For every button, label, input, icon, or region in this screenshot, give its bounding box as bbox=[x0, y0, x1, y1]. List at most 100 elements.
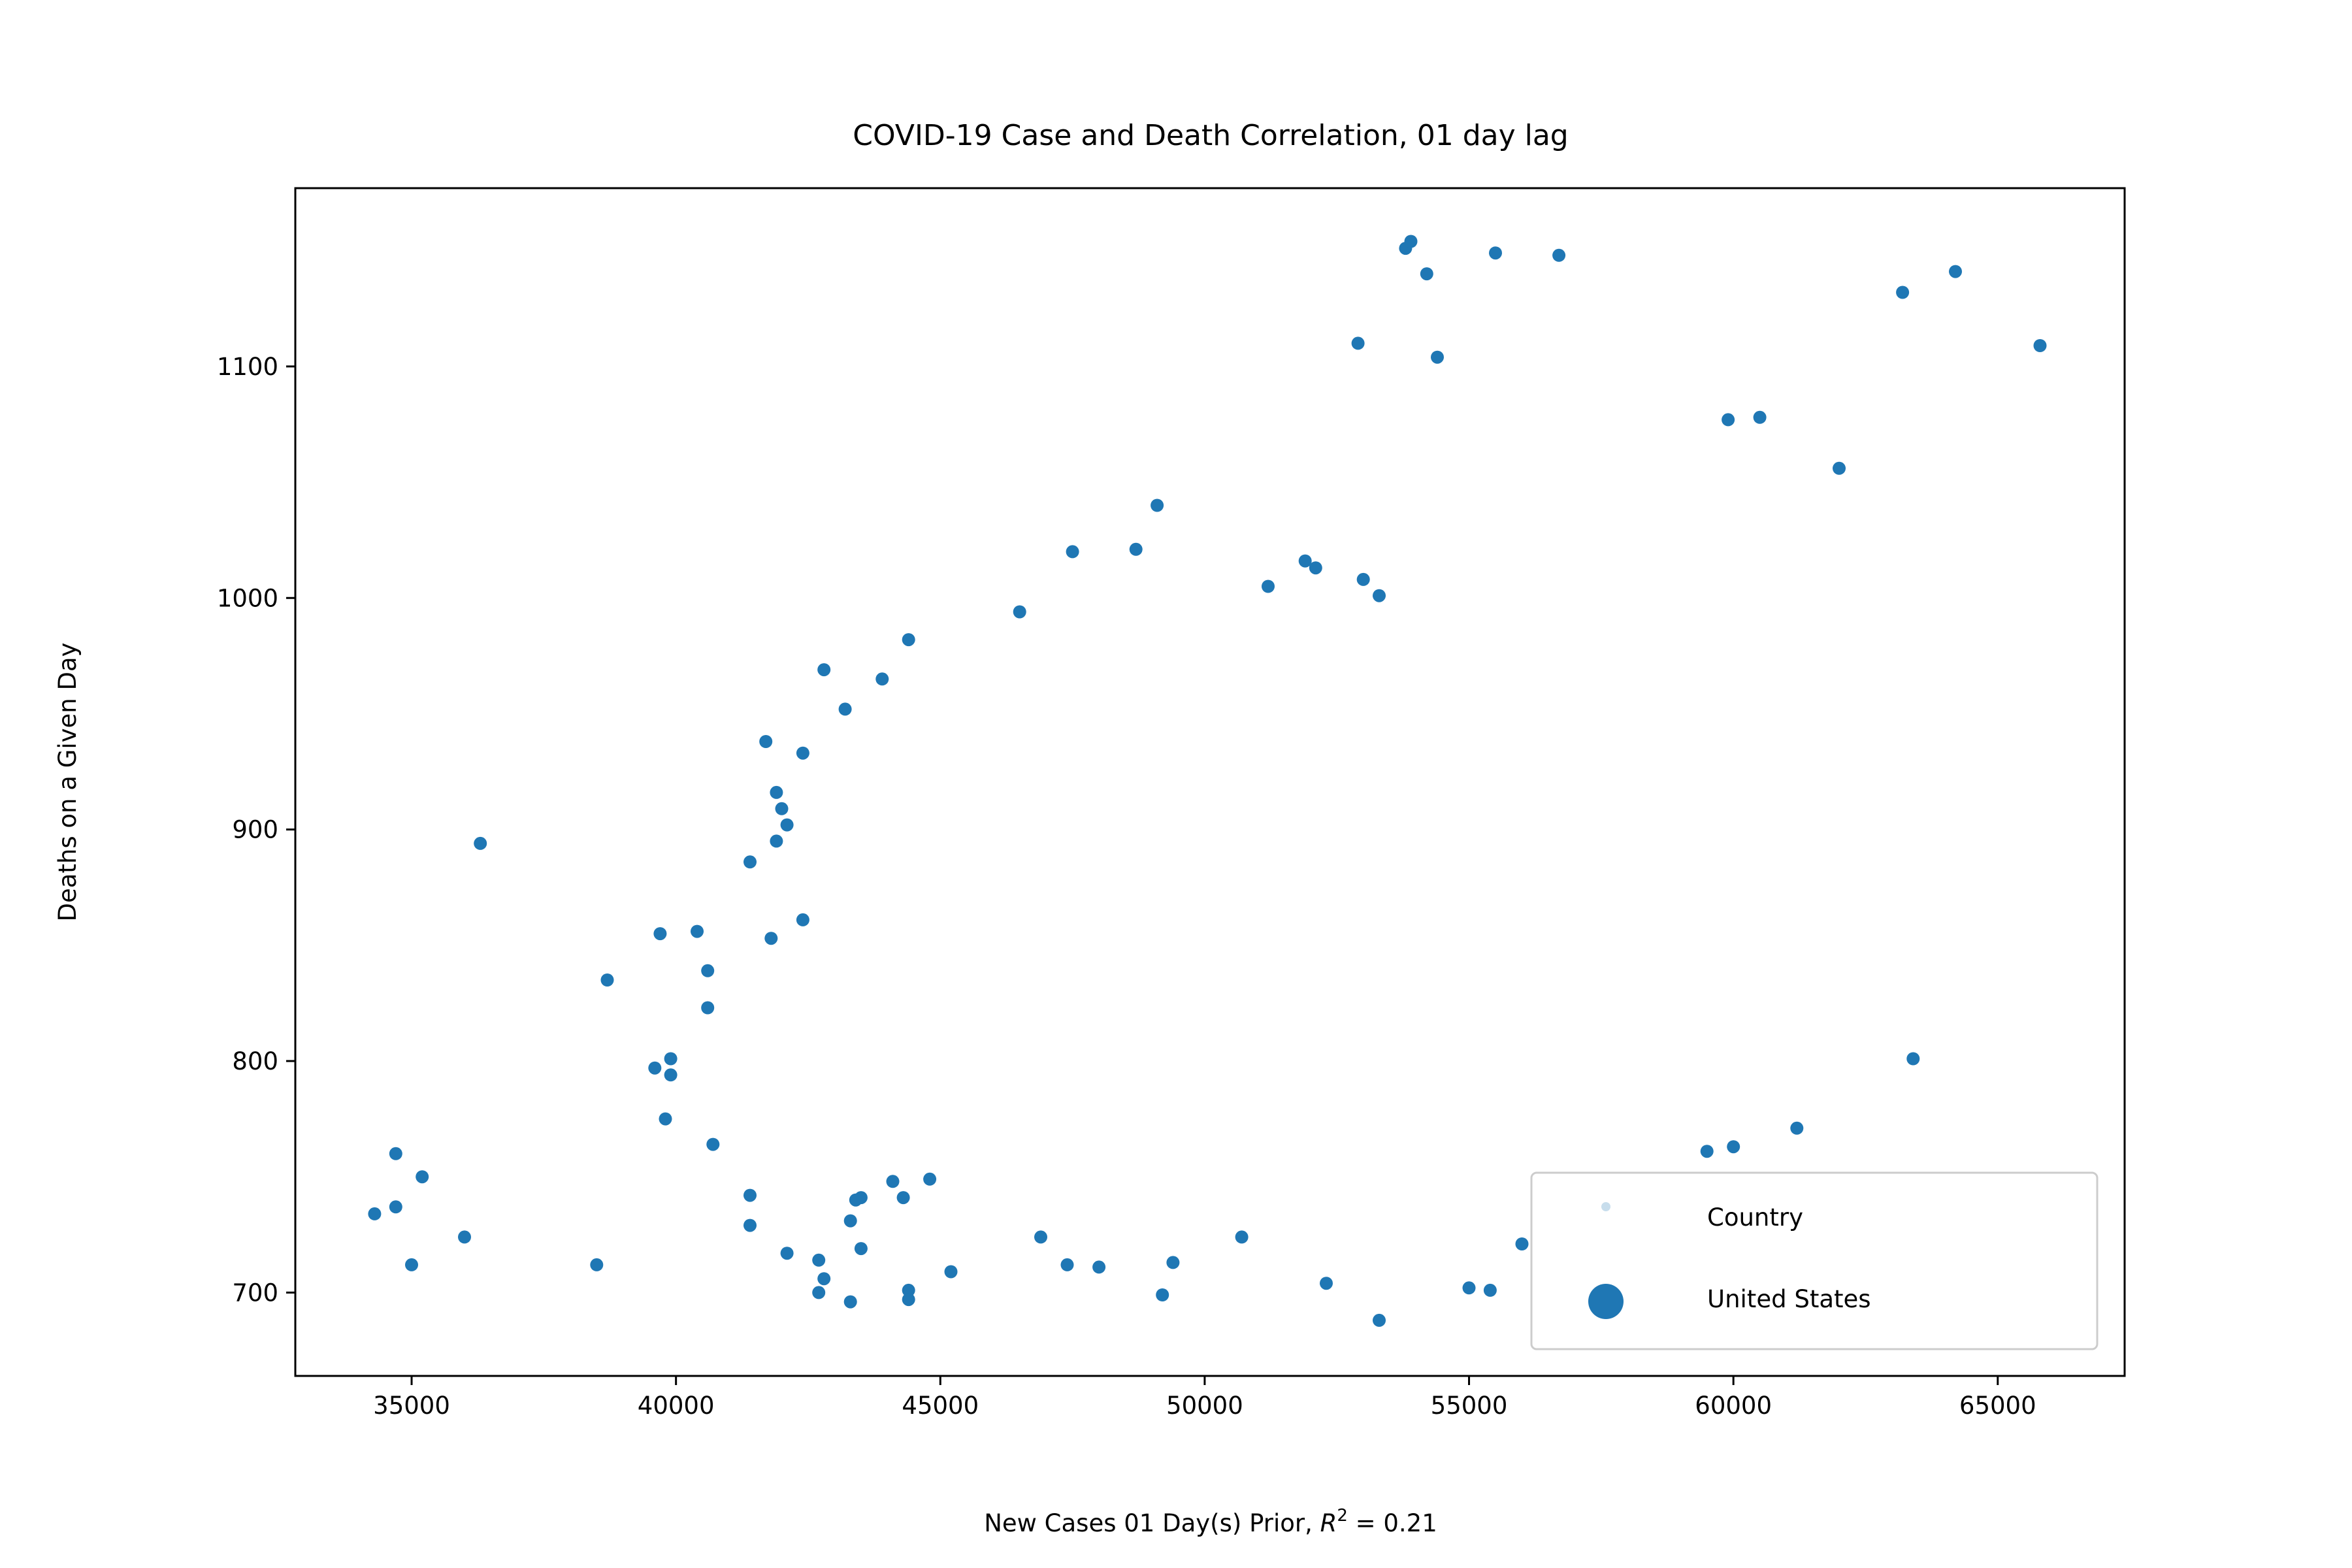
data-point bbox=[1060, 1258, 1074, 1271]
data-point bbox=[1129, 542, 1143, 556]
data-point bbox=[648, 1061, 662, 1075]
data-point bbox=[843, 1214, 857, 1228]
data-point bbox=[1906, 1052, 1920, 1066]
x-tick-label: 45000 bbox=[902, 1392, 979, 1420]
data-point bbox=[389, 1147, 402, 1160]
legend-marker-united-states bbox=[1588, 1284, 1624, 1319]
y-tick-label: 700 bbox=[232, 1279, 278, 1307]
data-point bbox=[902, 1293, 915, 1307]
data-point bbox=[796, 913, 809, 926]
data-point bbox=[1351, 336, 1365, 350]
data-point bbox=[1722, 413, 1735, 427]
data-point bbox=[817, 663, 831, 677]
x-axis-label: New Cases 01 Day(s) Prior, R2 = 0.21 bbox=[984, 1506, 1437, 1537]
data-point bbox=[1483, 1283, 1497, 1297]
data-point bbox=[1431, 350, 1444, 364]
x-axis-label-r: R bbox=[1320, 1509, 1337, 1537]
data-point bbox=[1235, 1230, 1249, 1244]
data-point bbox=[1949, 265, 1962, 278]
data-point bbox=[1896, 286, 1910, 299]
x-axis-label-prefix: New Cases 01 Day(s) Prior, bbox=[984, 1509, 1320, 1537]
data-point bbox=[743, 855, 757, 869]
data-point bbox=[902, 1283, 915, 1297]
data-point bbox=[1151, 498, 1164, 512]
data-point bbox=[780, 1247, 794, 1260]
data-point bbox=[1420, 267, 1433, 281]
data-point bbox=[1833, 461, 1846, 475]
data-point bbox=[759, 735, 773, 748]
data-point bbox=[1552, 248, 1566, 262]
data-point bbox=[1489, 246, 1502, 260]
x-axis-label-suffix: = 0.21 bbox=[1348, 1509, 1437, 1537]
y-tick-label: 1000 bbox=[217, 584, 278, 612]
data-point bbox=[1700, 1145, 1714, 1158]
data-point bbox=[1013, 605, 1026, 619]
legend-marker-country bbox=[1601, 1202, 1610, 1211]
x-tick-label: 65000 bbox=[1959, 1392, 2036, 1420]
y-axis-label: Deaths on a Given Day bbox=[54, 642, 82, 921]
data-point bbox=[368, 1207, 382, 1220]
data-point bbox=[854, 1191, 868, 1205]
data-point bbox=[1092, 1260, 1106, 1274]
data-point bbox=[1373, 589, 1386, 602]
data-point bbox=[1262, 580, 1275, 593]
data-point bbox=[590, 1258, 604, 1271]
data-point bbox=[600, 973, 614, 987]
data-point bbox=[854, 1242, 868, 1256]
data-point bbox=[886, 1175, 900, 1188]
data-point bbox=[701, 964, 715, 977]
plot-frame bbox=[294, 187, 2126, 1377]
data-point bbox=[743, 1188, 757, 1202]
data-point bbox=[1298, 554, 1312, 568]
data-point bbox=[389, 1200, 402, 1214]
data-point bbox=[770, 785, 783, 799]
data-point bbox=[1320, 1277, 1333, 1290]
data-point bbox=[1066, 545, 1079, 559]
data-point bbox=[2033, 339, 2047, 352]
x-tick-label: 40000 bbox=[638, 1392, 715, 1420]
data-point bbox=[706, 1137, 720, 1151]
data-point bbox=[780, 818, 794, 832]
legend-label-united-states: United States bbox=[1707, 1285, 1871, 1313]
data-point bbox=[691, 924, 704, 938]
data-point bbox=[1790, 1121, 1804, 1135]
data-point bbox=[1462, 1281, 1476, 1295]
data-point bbox=[770, 834, 783, 848]
data-point bbox=[764, 932, 778, 945]
y-tick-label: 1100 bbox=[217, 353, 278, 381]
data-point bbox=[1753, 410, 1767, 424]
legend: Country United States bbox=[1530, 1171, 2099, 1350]
data-point bbox=[474, 836, 487, 850]
data-point bbox=[875, 672, 889, 686]
data-point bbox=[1309, 561, 1322, 575]
data-points bbox=[368, 235, 2047, 1327]
data-point bbox=[1356, 572, 1370, 586]
x-tick-label: 35000 bbox=[373, 1392, 450, 1420]
data-point bbox=[838, 702, 852, 716]
data-point bbox=[923, 1172, 937, 1186]
chart-title: COVID-19 Case and Death Correlation, 01 … bbox=[853, 119, 1568, 152]
data-point bbox=[1404, 235, 1418, 248]
data-point bbox=[458, 1230, 471, 1244]
data-point bbox=[1515, 1237, 1529, 1250]
data-point bbox=[812, 1253, 826, 1267]
data-point bbox=[1156, 1288, 1169, 1301]
y-tick-label: 800 bbox=[232, 1047, 278, 1075]
data-point bbox=[1166, 1256, 1180, 1269]
data-point bbox=[405, 1258, 418, 1271]
data-point bbox=[743, 1218, 757, 1232]
data-point bbox=[944, 1265, 958, 1279]
data-point bbox=[653, 927, 667, 941]
x-axis-ticks: 35000 40000 45000 50000 55000 60000 65000 bbox=[373, 1376, 2036, 1420]
data-point bbox=[1034, 1230, 1047, 1244]
data-point bbox=[896, 1191, 910, 1205]
data-point bbox=[416, 1170, 429, 1184]
y-axis-ticks: 700 800 900 1000 1100 bbox=[217, 353, 295, 1307]
data-point bbox=[902, 633, 915, 647]
x-axis-label-exponent: 2 bbox=[1337, 1506, 1348, 1526]
data-point bbox=[1727, 1140, 1740, 1154]
data-point bbox=[1373, 1313, 1386, 1327]
legend-box bbox=[1530, 1171, 2099, 1350]
x-tick-label: 55000 bbox=[1431, 1392, 1508, 1420]
